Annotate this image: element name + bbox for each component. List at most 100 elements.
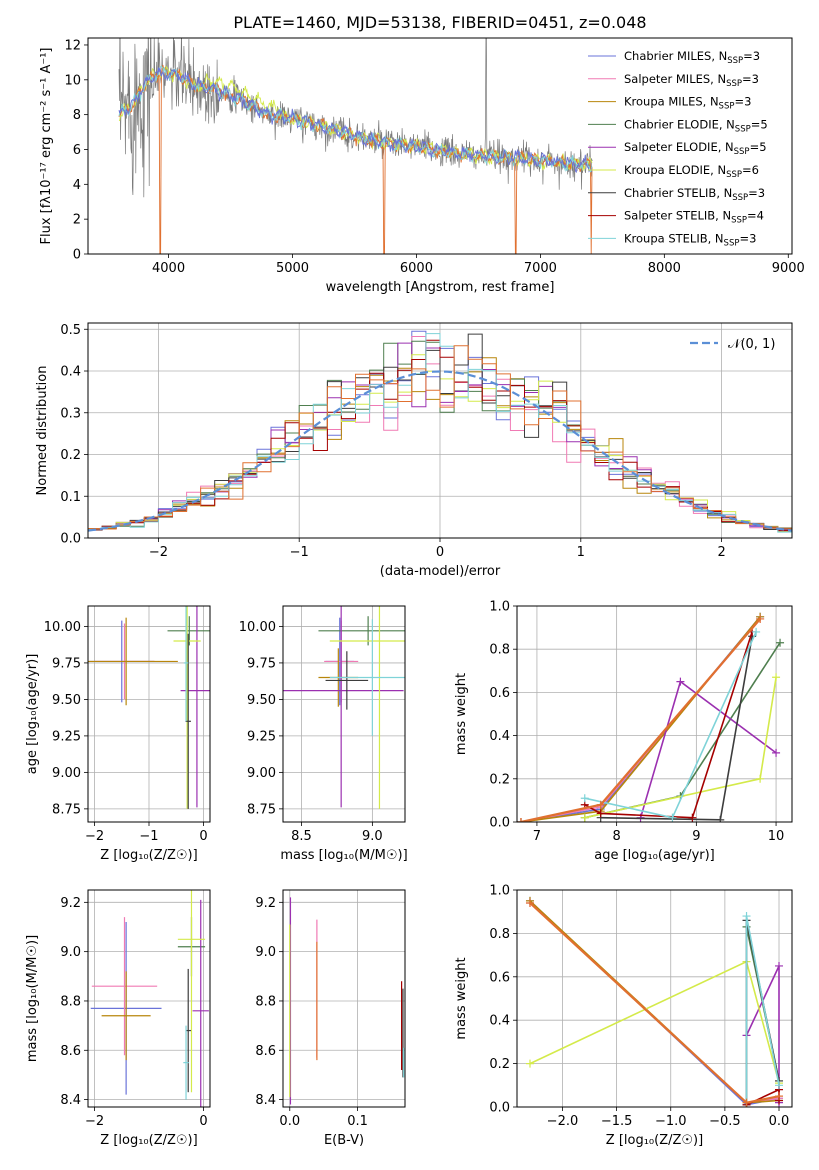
legend-label: Kroupa STELIB, N xyxy=(624,231,724,245)
axes-frame xyxy=(87,37,793,255)
y-tick-label: 9.00 xyxy=(52,766,81,781)
chart-weight_vs_age: 7 8 9 10 0.0 0.2 0.4 0.6 0.8 1.0 age [log₁₀(age/yr… xyxy=(454,600,793,863)
x-tick-label: −1 xyxy=(139,829,158,844)
y-tick-label: 8.6 xyxy=(60,1044,81,1059)
y-tick-label: 6 xyxy=(73,143,81,158)
weight-marker-chabrier_elodie xyxy=(776,638,785,647)
y-tick-label: 10.00 xyxy=(44,620,81,635)
x-tick-label: 8000 xyxy=(648,261,681,276)
x-tick-label: −2 xyxy=(85,1114,104,1129)
x-tick-label: −2.0 xyxy=(547,1114,579,1129)
model-spectrum-model_orange xyxy=(118,64,593,254)
residual-histogram-chabrier_elodie xyxy=(88,340,792,530)
legend-sub: SSP xyxy=(731,216,747,226)
weight-line-model_orange xyxy=(529,902,780,1104)
y-tick-label: 0.2 xyxy=(60,448,81,463)
chart-residuals: −2 −1 0 1 2 0.0 0.1 0.2 0.3 0.4 0.5 (data-model)/er… xyxy=(35,322,793,579)
x-axis-label: wavelength [Angstrom, rest frame] xyxy=(326,280,555,295)
plot-layer: 4000 5000 6000 7000 8000 9000024681012wavelen… xyxy=(25,37,805,1148)
y-tick-label: 9.00 xyxy=(247,766,276,781)
weight-line-chabrier_stelib xyxy=(745,920,780,1105)
weight-line-kroupa_miles xyxy=(529,900,780,1104)
y-tick-label: 0.4 xyxy=(489,1014,510,1029)
y-tick-label: 0.0 xyxy=(489,816,510,831)
y-axis-label: age [log₁₀(age/yr)] xyxy=(25,654,40,775)
legend-post: =3 xyxy=(743,49,760,63)
y-tick-label: 0.8 xyxy=(489,643,510,658)
x-axis-label: Z [log₁₀(Z/Z☉)] xyxy=(100,1133,197,1148)
chart-mass_vs_ebv: 0.0 0.1 8.4 8.6 8.8 9.0 9.2 E(B-V) xyxy=(255,889,406,1148)
legend-entry: Chabrier ELODIE, NSSP=5 xyxy=(624,117,768,134)
y-axis-label: Flux [fλ10⁻¹⁷ erg cm⁻² s⁻¹ A⁻¹] xyxy=(39,48,54,245)
weight-marker-model_orange xyxy=(517,818,525,822)
weight-marker-kroupa_elodie xyxy=(772,673,781,682)
y-tick-label: 0.4 xyxy=(60,365,81,380)
weight-marker-kroupa_stelib xyxy=(775,1081,784,1090)
plot-area xyxy=(90,890,209,1107)
weight-marker-model_orange xyxy=(596,800,605,809)
x-tick-label: 8 xyxy=(612,829,620,844)
y-tick-label: 8.6 xyxy=(255,1044,276,1059)
weight-marker-chabrier_stelib xyxy=(716,815,725,822)
weight-marker-kroupa_stelib xyxy=(668,813,677,822)
y-tick-label: 0.6 xyxy=(489,970,510,985)
y-tick-label: 9.0 xyxy=(255,945,276,960)
weight-marker-kroupa_elodie xyxy=(580,813,589,822)
plot-area xyxy=(88,606,210,809)
legend-entry: Salpeter STELIB, NSSP=4 xyxy=(624,209,764,226)
model-spectrum-chabrier_miles xyxy=(118,67,593,174)
chart-mass_vs_Z: −2 0 8.4 8.6 8.8 9.0 9.2 Z [log₁₀(Z/Z☉)] mass [l… xyxy=(25,889,211,1148)
y-tick-label: 1.0 xyxy=(489,884,510,899)
weight-line-salpeter_elodie xyxy=(745,965,780,1103)
legend-sub: SSP xyxy=(726,79,742,89)
weight-marker-salpeter_elodie xyxy=(772,748,781,757)
y-axis-label: mass weight xyxy=(454,957,469,1039)
legend-sub: SSP xyxy=(732,193,748,203)
legend-sub: SSP xyxy=(727,56,743,66)
x-tick-label: 7000 xyxy=(524,261,557,276)
x-tick-label: 8.5 xyxy=(291,829,312,844)
y-tick-label: 8.8 xyxy=(60,994,81,1009)
legend-entry: Chabrier MILES, NSSP=3 xyxy=(624,49,760,66)
y-tick-label: 9.25 xyxy=(247,729,276,744)
y-tick-label: 8.75 xyxy=(52,802,81,817)
legend-label: Chabrier MILES, N xyxy=(624,49,727,63)
gaussian-curve xyxy=(88,370,792,532)
legend-sub: SSP xyxy=(726,170,742,180)
x-tick-label: 5000 xyxy=(276,261,309,276)
legend-post: =5 xyxy=(750,140,767,154)
legend-label: Salpeter STELIB, N xyxy=(624,209,731,223)
y-axis-label: Normed distribution xyxy=(35,366,50,496)
legend-sub: SSP xyxy=(724,238,740,248)
y-tick-label: 0.8 xyxy=(489,927,510,942)
legend-label: Salpeter ELODIE, N xyxy=(624,140,734,154)
y-tick-label: 0.2 xyxy=(489,772,510,787)
x-tick-label: −2 xyxy=(149,545,168,560)
legend-label: Salpeter MILES, N xyxy=(624,72,726,86)
x-axis-label: age [log₁₀(age/yr)] xyxy=(594,848,715,863)
residual-histogram-model_orange xyxy=(88,345,792,530)
legend-post: =4 xyxy=(747,209,764,223)
weight-marker-kroupa_stelib xyxy=(580,794,589,803)
weight-marker-model_orange xyxy=(775,1092,784,1101)
axes-frame xyxy=(87,889,211,1108)
weight-line-kroupa_elodie xyxy=(529,960,780,1084)
legend-entry: Kroupa ELODIE, NSSP=6 xyxy=(624,163,759,180)
weight-marker-salpeter_stelib xyxy=(688,813,697,822)
y-tick-label: 0.0 xyxy=(489,1101,510,1116)
weight-line-salpeter_stelib xyxy=(584,631,753,819)
figure-title: PLATE=1460, MJD=53138, FIBERID=0451, z=0… xyxy=(233,13,646,32)
x-axis-label: Z [log₁₀(Z/Z☉)] xyxy=(606,1133,703,1148)
x-tick-label: 0.0 xyxy=(279,1114,300,1129)
weight-marker-kroupa_stelib xyxy=(752,627,761,636)
y-tick-label: 9.75 xyxy=(52,656,81,671)
y-tick-label: 2 xyxy=(73,213,81,228)
axes-frame xyxy=(282,889,406,1108)
y-tick-label: 0.4 xyxy=(489,729,510,744)
residual-histogram-kroupa_stelib xyxy=(88,333,792,533)
y-tick-label: 0.2 xyxy=(489,1057,510,1072)
weight-marker-model_orange xyxy=(525,899,534,908)
weight-marker-model_orange xyxy=(742,1098,751,1107)
